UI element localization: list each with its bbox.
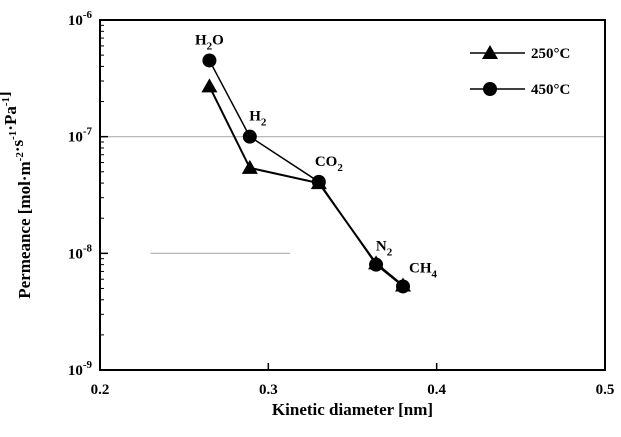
data-point-circle [202, 53, 217, 68]
x-tick-label: 0.2 [91, 382, 110, 398]
data-point-triangle [241, 159, 258, 174]
point-label-ch4: CH4 [409, 260, 438, 280]
x-tick-label: 0.5 [596, 382, 615, 398]
data-point-circle [396, 279, 410, 294]
x-axis: 0.2 0.3 0.4 0.5 [91, 363, 615, 398]
point-label-co2: CO2 [315, 154, 344, 174]
series-lines [208, 60, 404, 288]
legend-marker-triangle [482, 45, 498, 59]
data-markers [201, 53, 411, 294]
data-point-circle [242, 129, 257, 144]
x-axis-title: Kinetic diameter [nm] [272, 400, 433, 419]
y-axis-title: Permeance [mol·m-2·s-1·Pa-1] [0, 91, 34, 298]
legend-marker-circle [483, 82, 497, 96]
y-tick-label: 10-8 [68, 242, 93, 262]
legend-label: 250°C [531, 46, 570, 62]
data-point-triangle [201, 78, 218, 93]
point-label-h2: H2 [249, 109, 267, 129]
y-axis: 10-9 10-8 10-7 10-6 [68, 9, 108, 379]
reference-lines [100, 136, 605, 254]
point-label-h2o: H2O [195, 32, 224, 52]
legend-label: 450°C [531, 82, 570, 98]
y-tick-label: 10-9 [68, 359, 93, 379]
x-tick-label: 0.3 [259, 382, 278, 398]
y-tick-label: 10-6 [68, 9, 93, 29]
y-tick-label: 10-7 [68, 126, 93, 146]
legend: 250°C 450°C [470, 45, 570, 98]
plot-frame [99, 19, 606, 371]
data-point-circle [369, 257, 384, 272]
point-labels: H2O H2 CO2 N2 CH4 [195, 32, 438, 280]
point-label-n2: N2 [376, 239, 393, 259]
data-point-circle [311, 174, 326, 189]
x-tick-label: 0.4 [427, 382, 446, 398]
series-line-450C [208, 60, 404, 288]
